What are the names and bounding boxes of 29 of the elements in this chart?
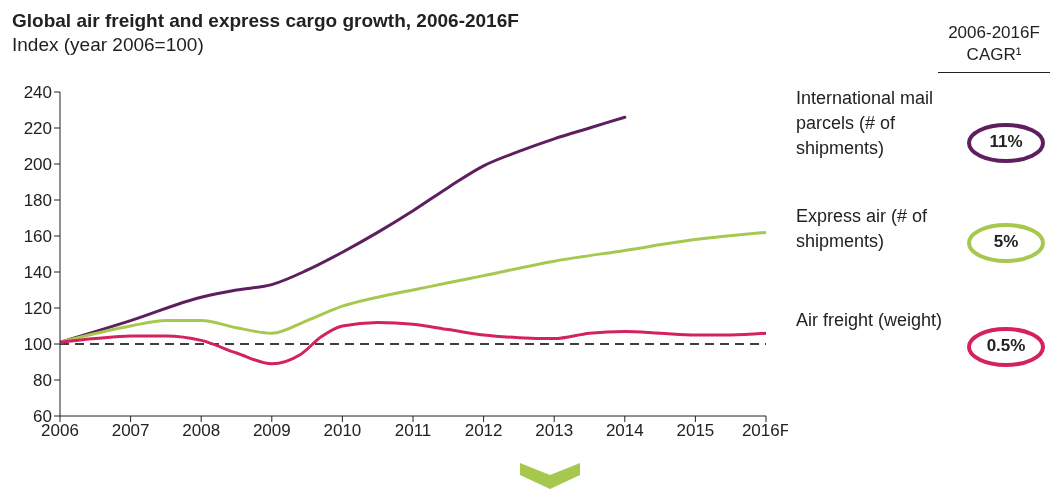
y-tick-label: 220 bbox=[23, 119, 52, 139]
line-series bbox=[60, 230, 766, 344]
x-tick-label: 2009 bbox=[252, 421, 291, 441]
x-tick-label: 2015 bbox=[676, 421, 715, 441]
text: 2006-2016F CAGR¹ bbox=[938, 22, 1050, 73]
chart-title: Global air freight and express cargo growth, 2006-2016F bbox=[12, 10, 519, 32]
y-tick-label: 140 bbox=[23, 263, 52, 283]
x-tick-label: 2014 bbox=[605, 421, 644, 441]
series-label: Express air (# of shipments) bbox=[796, 205, 929, 253]
x-tick-label: 2008 bbox=[182, 421, 221, 441]
y-tick-label: 200 bbox=[23, 155, 52, 175]
text: 5% bbox=[992, 232, 1020, 252]
text: International mail parcels (# of shipments) bbox=[796, 87, 935, 160]
x-tick-label: 2007 bbox=[111, 421, 150, 441]
y-tick-label: 100 bbox=[23, 335, 52, 355]
text: 0.5% bbox=[985, 336, 1027, 356]
y-tick-label: 120 bbox=[23, 299, 52, 319]
x-tick-label: 2013 bbox=[535, 421, 574, 441]
text: 11% bbox=[988, 132, 1024, 152]
y-tick-label: 240 bbox=[23, 83, 52, 103]
x-tick-label: 2010 bbox=[323, 421, 362, 441]
y-tick-label: 80 bbox=[33, 371, 52, 391]
x-tick-label: 2012 bbox=[464, 421, 503, 441]
y-tick-label: 160 bbox=[23, 227, 52, 247]
x-tick-label: 2011 bbox=[394, 421, 432, 441]
y-tick-label: 180 bbox=[23, 191, 52, 211]
chart-subtitle: Index (year 2006=100) bbox=[12, 34, 204, 56]
line-series bbox=[60, 320, 766, 366]
series-label: Air freight (weight) bbox=[796, 309, 944, 332]
